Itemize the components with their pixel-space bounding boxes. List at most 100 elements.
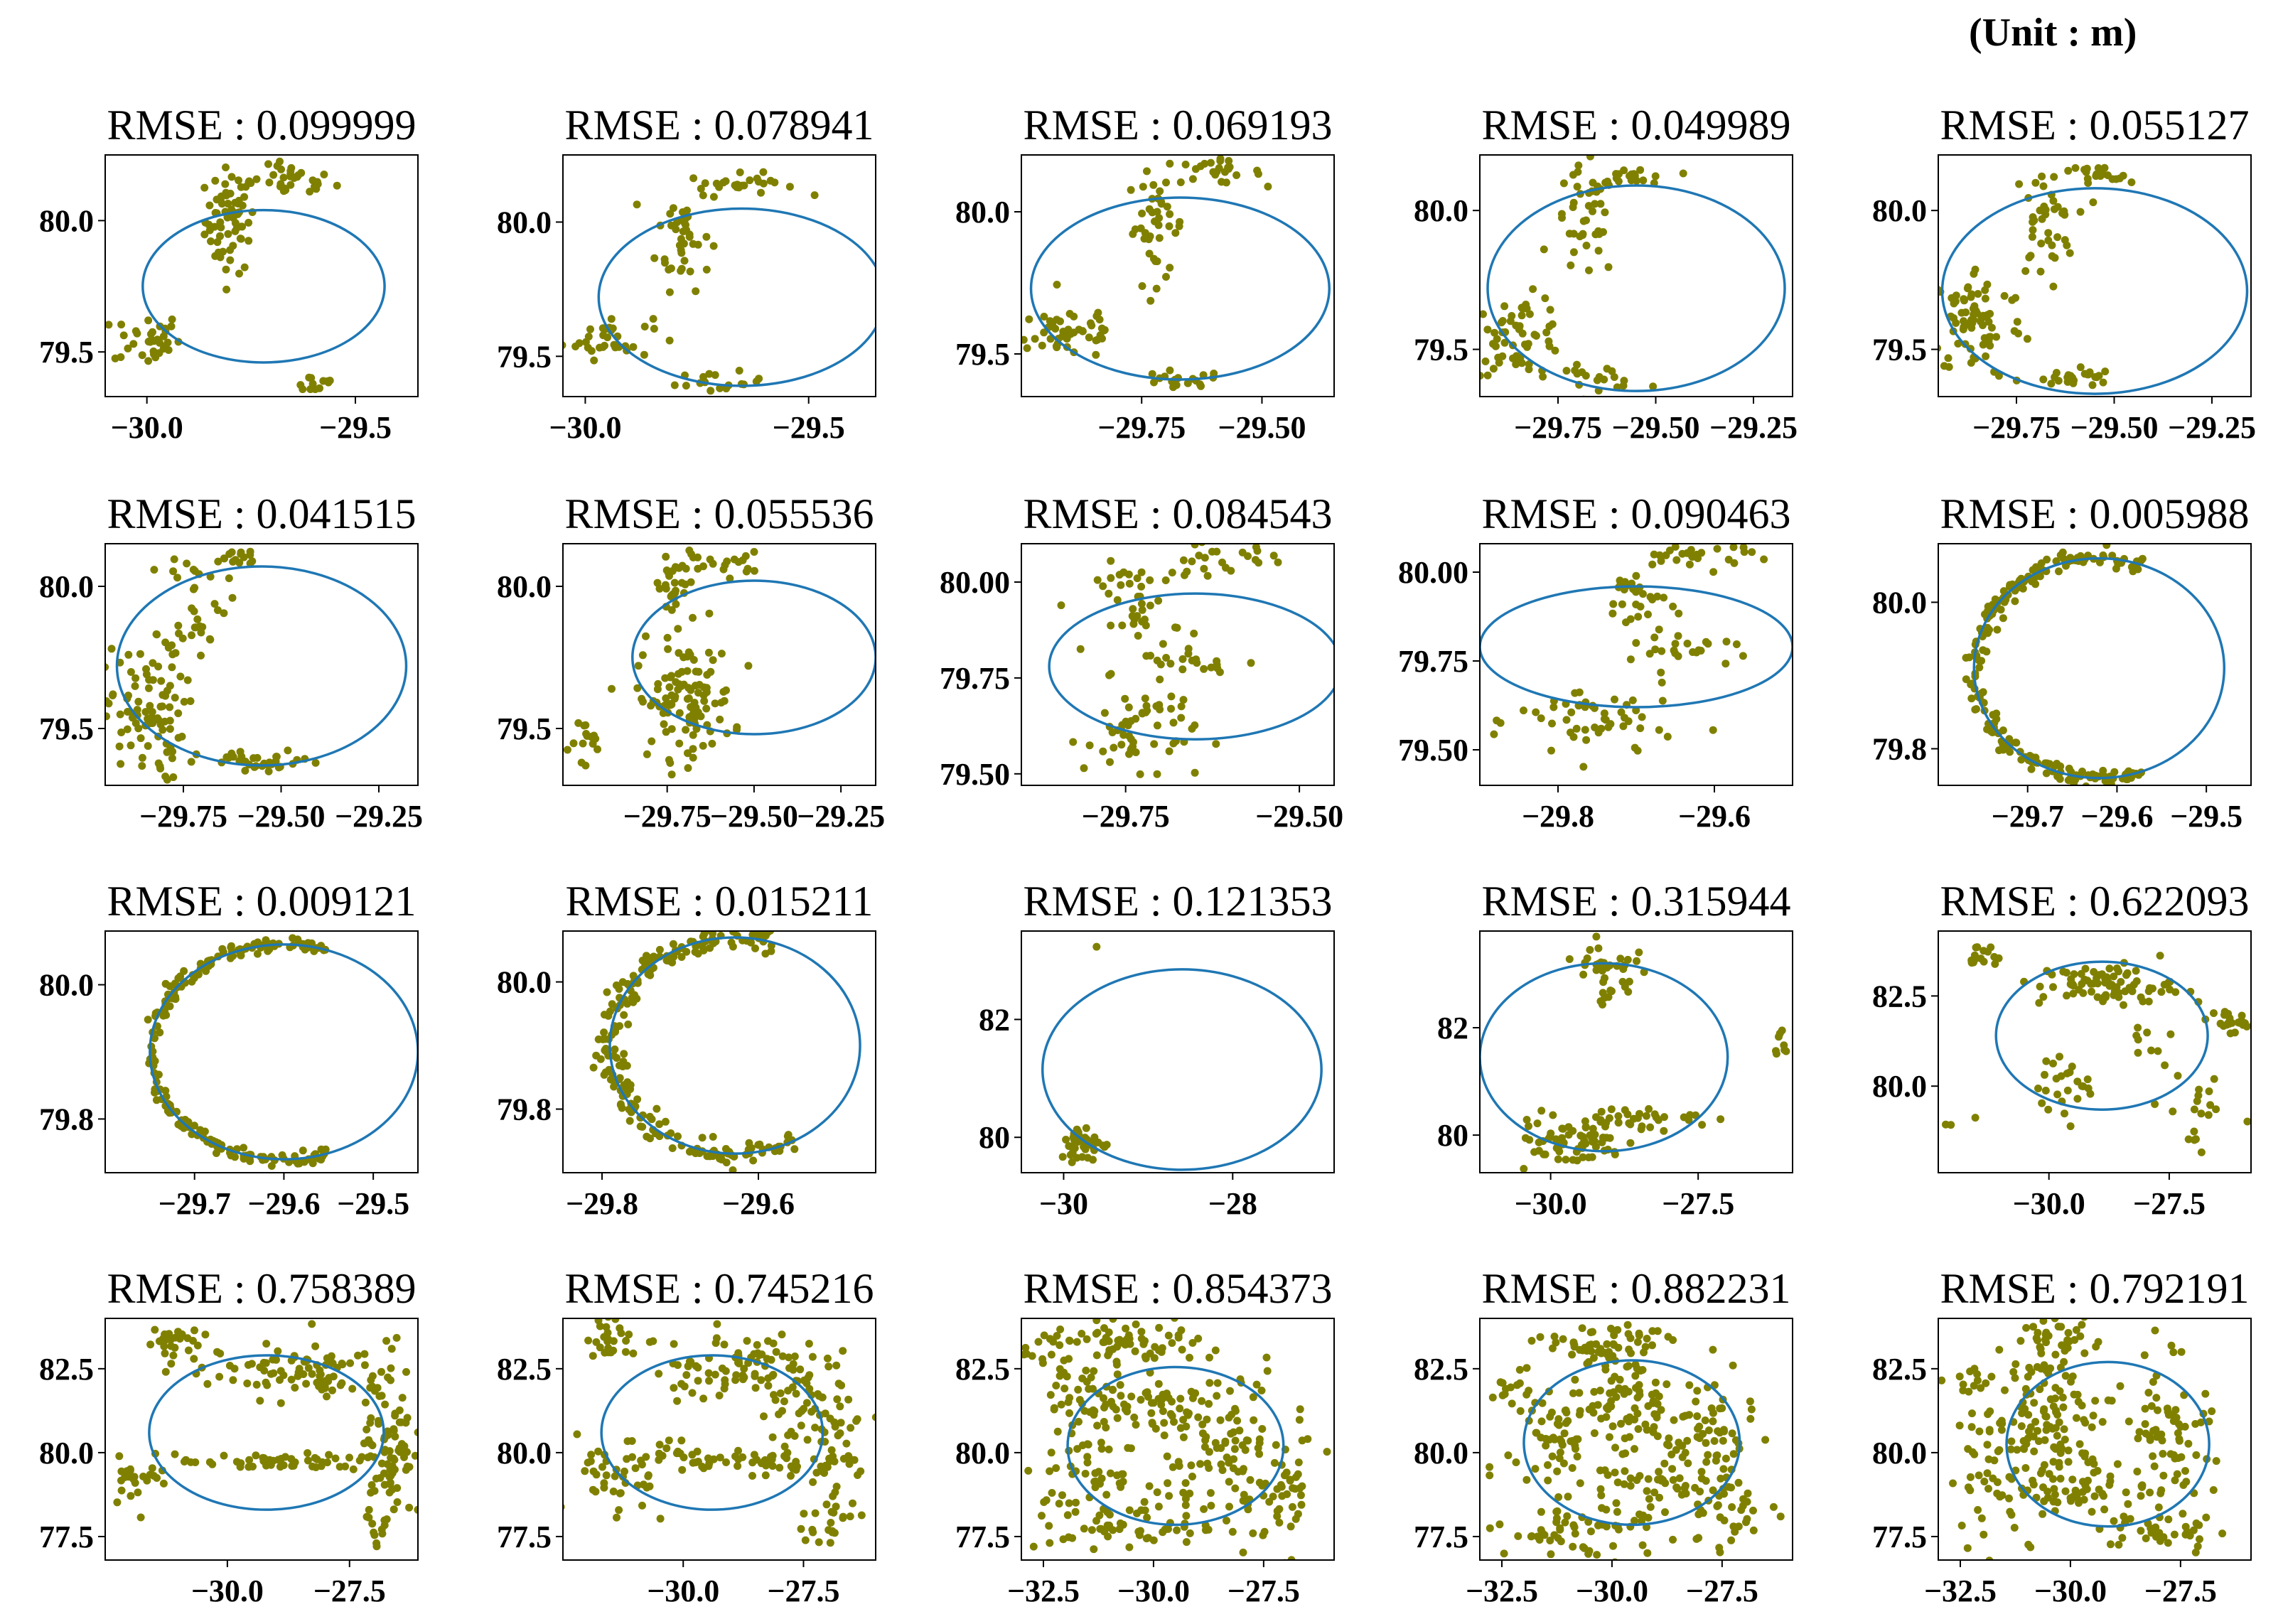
data-point (2063, 1086, 2072, 1095)
y-tick-label: 79.5 (1872, 333, 1927, 367)
data-point (1579, 970, 1588, 979)
fitted-ellipse (1480, 585, 1793, 709)
data-point (2112, 564, 2120, 573)
data-point (1181, 161, 1190, 168)
data-point (1145, 205, 1154, 213)
data-point (1713, 544, 1721, 553)
data-point (1053, 316, 1061, 324)
data-point (2177, 1453, 2186, 1461)
data-point (2159, 1533, 2168, 1542)
data-point (1093, 335, 1102, 344)
data-point (594, 1447, 603, 1456)
data-point (1999, 726, 2007, 735)
data-point (303, 1456, 312, 1465)
data-point (151, 1034, 159, 1043)
data-point (210, 600, 219, 608)
data-point (689, 174, 698, 183)
data-point (665, 755, 673, 764)
data-point (1663, 1440, 1671, 1448)
data-point (751, 1372, 759, 1380)
data-point (328, 1386, 336, 1394)
data-point (1960, 323, 1968, 331)
data-point (1294, 1470, 1302, 1478)
data-point (1589, 1124, 1597, 1133)
data-point (1564, 1493, 1572, 1501)
data-point (677, 1380, 686, 1388)
data-point (1761, 1436, 1770, 1444)
data-point (1071, 1507, 1080, 1516)
x-tick-label: −29.50 (1255, 799, 1343, 834)
axes-frame (104, 543, 419, 786)
data-point (1068, 1149, 1077, 1157)
data-point (690, 715, 699, 724)
data-point (593, 745, 601, 753)
data-point (1970, 951, 1979, 959)
x-tick-label: −29.8 (1522, 799, 1594, 834)
data-point (700, 697, 709, 705)
data-point (1273, 1507, 1282, 1515)
data-point (214, 248, 222, 257)
data-point (1531, 1465, 1540, 1473)
data-point (677, 267, 685, 275)
data-point (277, 1455, 286, 1463)
data-point (1207, 158, 1215, 167)
data-point (286, 181, 295, 189)
data-point (150, 566, 159, 574)
data-point (1116, 1381, 1124, 1389)
data-point (1143, 1388, 1151, 1397)
data-point (2091, 373, 2100, 381)
data-point (871, 1413, 876, 1421)
data-point (1986, 1407, 1994, 1416)
data-point (1535, 1146, 1543, 1155)
data-point (1579, 217, 1588, 225)
data-point (226, 256, 235, 264)
x-tick-label: −27.5 (1686, 1574, 1758, 1608)
data-point (2010, 327, 2019, 335)
data-point (721, 1145, 730, 1153)
data-point (349, 1465, 358, 1473)
x-tick-label: −27.5 (2144, 1574, 2217, 1608)
data-point (1972, 705, 1980, 714)
data-point (1097, 1524, 1105, 1533)
data-point (1987, 943, 1995, 952)
data-point (1983, 311, 1992, 319)
data-point (1997, 1426, 2006, 1434)
data-point (1055, 1341, 1064, 1350)
data-point (1137, 582, 1146, 591)
data-point (1575, 688, 1584, 697)
data-point (1589, 207, 1596, 215)
data-point (811, 1424, 820, 1432)
data-point (264, 160, 272, 168)
data-point (1636, 166, 1645, 174)
data-point (780, 1397, 788, 1406)
data-point (1568, 1350, 1576, 1359)
data-point (2122, 775, 2131, 783)
data-point (722, 1458, 730, 1466)
y-tick-label: 82.5 (1872, 1352, 1927, 1387)
data-point (1213, 657, 1221, 665)
data-point (2066, 1122, 2075, 1131)
data-point (1720, 1516, 1729, 1524)
data-point (1175, 1462, 1183, 1470)
data-point (245, 237, 253, 245)
data-point (2095, 971, 2103, 979)
data-point (1701, 1416, 1709, 1424)
data-point (2038, 1099, 2046, 1107)
y-tick-label: 79.8 (39, 1102, 94, 1136)
data-point (2040, 1405, 2048, 1414)
data-points (1938, 163, 2249, 395)
data-point (674, 1132, 682, 1141)
data-point (709, 193, 718, 201)
data-point (629, 343, 638, 351)
data-point (791, 1461, 800, 1470)
data-point (1073, 1338, 1081, 1346)
axes-frame (1479, 1318, 1793, 1561)
data-point (1069, 738, 1078, 746)
data-point (1156, 705, 1164, 714)
data-point (1987, 1372, 1996, 1381)
data-point (2007, 1445, 2015, 1453)
data-point (2235, 1018, 2244, 1027)
data-point (589, 1485, 597, 1494)
x-tick-label: −30.0 (549, 410, 621, 445)
data-point (2030, 1399, 2038, 1407)
